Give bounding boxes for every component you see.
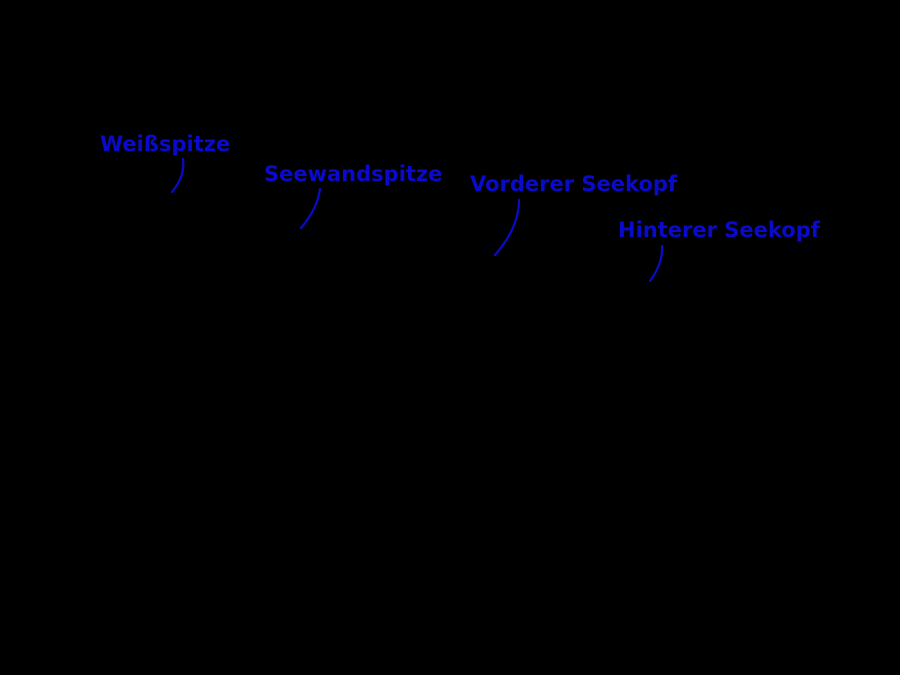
peak-label-hinterer-seekopf: Hinterer Seekopf: [618, 218, 820, 242]
peak-label-vorderer-seekopf: Vorderer Seekopf: [470, 172, 677, 196]
annotation-stage: Weißspitze Seewandspitze Vorderer Seekop…: [0, 0, 900, 675]
leader-vorderer-seekopf: [495, 200, 519, 255]
leader-weissspitze: [172, 159, 183, 192]
leader-hinterer-seekopf: [650, 246, 662, 281]
peak-label-seewandspitze: Seewandspitze: [264, 162, 442, 186]
peak-label-weissspitze: Weißspitze: [100, 132, 230, 156]
leader-lines-layer: [0, 0, 900, 675]
leader-seewandspitze: [301, 189, 320, 228]
